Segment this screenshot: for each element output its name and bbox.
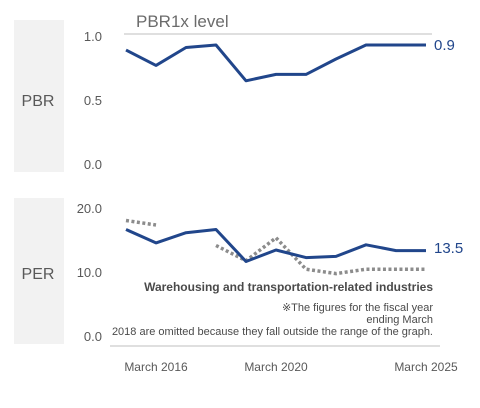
per-industry-series-line: [125, 218, 157, 227]
per-panel-bg: [14, 198, 64, 344]
per-y-tick-mid: 10.0: [77, 265, 102, 280]
x-tick-label: March 2016: [124, 360, 188, 374]
industry-series-label: Warehousing and transportation-related i…: [144, 280, 433, 294]
pbr-end-label: 0.9: [434, 37, 455, 54]
x-tick-label: March 2025: [394, 360, 458, 374]
pbr-y-tick-mid: 0.5: [84, 93, 102, 108]
per-industry-series-line: [215, 236, 426, 276]
pbr-y-tick-top: 1.0: [84, 29, 102, 44]
pbr-y-tick-bottom: 0.0: [84, 157, 102, 172]
per-series-line: [125, 228, 426, 263]
per-y-tick-top: 20.0: [77, 201, 102, 216]
per-y-tick-bottom: 0.0: [84, 329, 102, 344]
pbr-series-line: [125, 43, 426, 83]
x-tick-label: March 2020: [244, 360, 308, 374]
pbr-panel-bg: [14, 20, 64, 172]
pbr1x-reference-label: PBR1x level: [136, 12, 229, 31]
pbr-panel-label: PBR: [22, 93, 55, 110]
per-panel-label: PER: [22, 266, 55, 283]
per-end-label: 13.5: [434, 240, 463, 257]
omission-note: ※The figures for the fiscal year ending M…: [112, 302, 433, 338]
